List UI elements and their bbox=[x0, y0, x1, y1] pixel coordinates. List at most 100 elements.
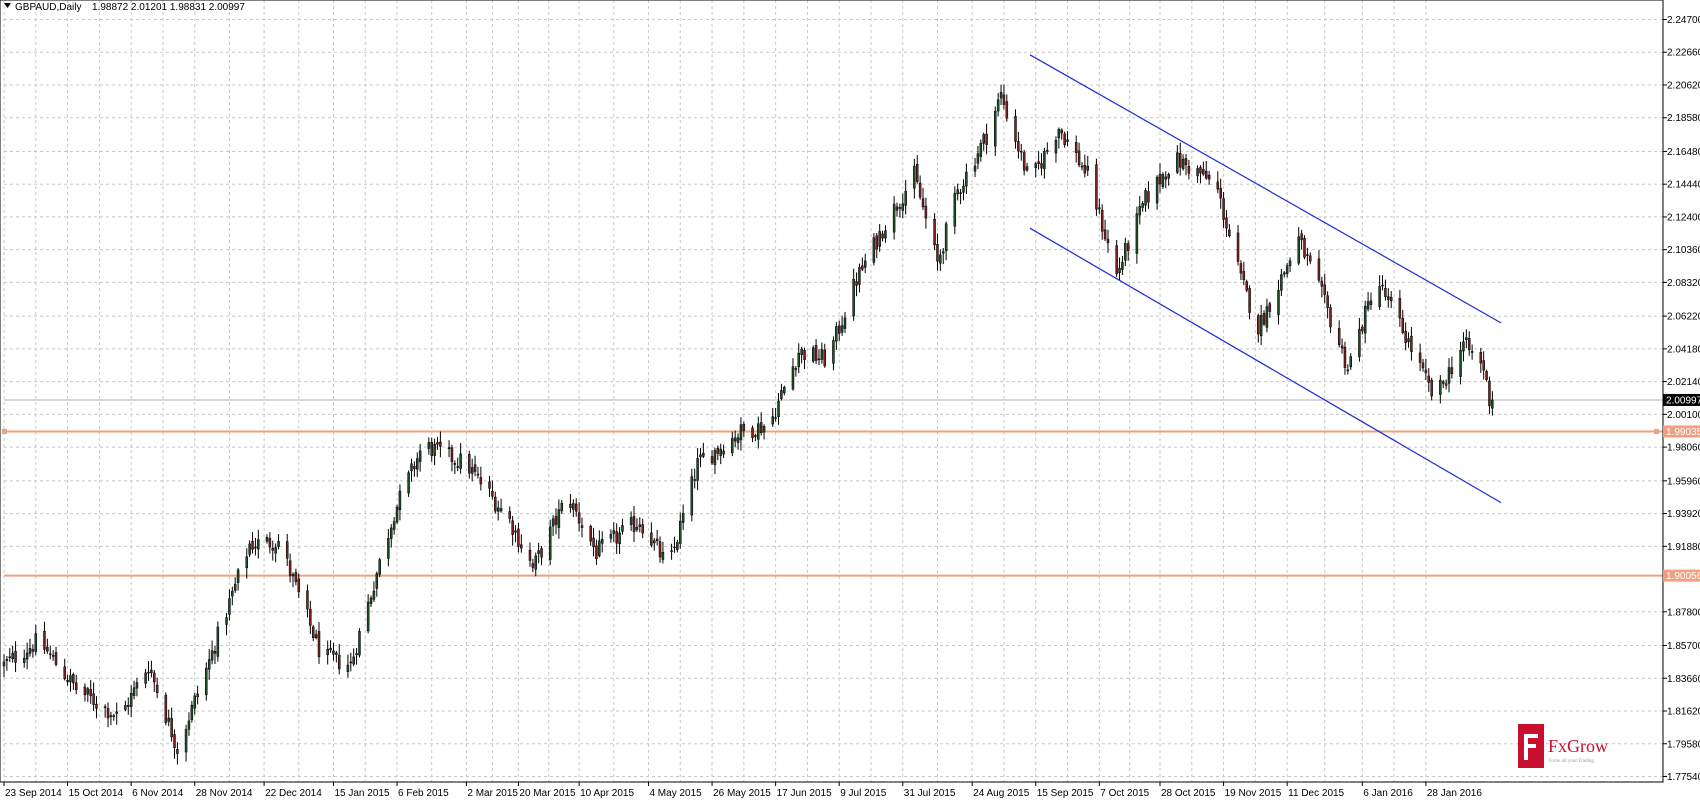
x-tick-label: 31 Jul 2015 bbox=[904, 788, 956, 799]
candle bbox=[898, 203, 902, 218]
candle bbox=[1482, 351, 1485, 380]
candle bbox=[144, 668, 147, 689]
candle bbox=[1265, 298, 1269, 333]
candle bbox=[479, 466, 483, 491]
candle bbox=[1121, 255, 1124, 275]
candle bbox=[551, 515, 555, 536]
candle bbox=[311, 624, 315, 641]
candle bbox=[557, 499, 561, 539]
candle bbox=[915, 155, 919, 184]
candle bbox=[1083, 154, 1087, 178]
candle bbox=[1095, 158, 1098, 216]
candle bbox=[297, 573, 301, 598]
candle bbox=[777, 392, 780, 425]
candle bbox=[1317, 250, 1321, 283]
candle bbox=[901, 193, 905, 219]
candle bbox=[1467, 331, 1471, 356]
candle bbox=[612, 522, 616, 543]
candle bbox=[1401, 309, 1405, 335]
candle bbox=[517, 523, 520, 553]
candle bbox=[999, 84, 1003, 106]
candle bbox=[1280, 268, 1283, 297]
candle bbox=[537, 542, 540, 564]
candle bbox=[1204, 160, 1208, 180]
candle bbox=[528, 542, 532, 567]
x-tick-label: 28 Oct 2015 bbox=[1161, 788, 1216, 799]
candle bbox=[638, 517, 642, 533]
candle bbox=[595, 539, 598, 565]
candle bbox=[1022, 149, 1026, 176]
candle bbox=[1441, 379, 1445, 389]
candle bbox=[153, 670, 156, 693]
price-badge bbox=[1663, 425, 1700, 438]
candle bbox=[731, 431, 734, 457]
candle bbox=[184, 724, 188, 762]
candle bbox=[1202, 161, 1205, 176]
candle bbox=[1248, 285, 1251, 320]
candle bbox=[1118, 257, 1121, 280]
candle bbox=[1106, 229, 1110, 253]
candle bbox=[1158, 163, 1162, 193]
candle bbox=[187, 712, 191, 736]
candle bbox=[1074, 135, 1078, 163]
candle bbox=[439, 431, 442, 458]
candle bbox=[51, 650, 55, 661]
candle bbox=[653, 538, 656, 551]
x-tick-label: 6 Jan 2016 bbox=[1363, 788, 1413, 799]
level-handle[interactable] bbox=[2, 428, 7, 434]
candle bbox=[413, 461, 416, 477]
symbol-label: GBPAUD,Daily bbox=[15, 2, 82, 13]
channel-lower-line[interactable] bbox=[1029, 227, 1502, 504]
candle bbox=[881, 230, 884, 242]
candle bbox=[736, 433, 740, 450]
trend-channel[interactable] bbox=[1029, 54, 1502, 504]
candle bbox=[271, 540, 275, 561]
candle bbox=[14, 641, 17, 673]
y-tick-label: 2.22660 bbox=[1667, 48, 1700, 59]
dropdown-triangle-icon[interactable] bbox=[4, 3, 11, 8]
candle bbox=[257, 529, 260, 559]
candle bbox=[939, 249, 942, 271]
y-tick-label: 2.20620 bbox=[1667, 80, 1700, 91]
level-handle[interactable] bbox=[1654, 428, 1659, 434]
candle bbox=[1470, 344, 1474, 360]
x-tick-label: 2 Mar 2015 bbox=[467, 788, 518, 799]
candle bbox=[944, 221, 948, 261]
candle bbox=[109, 711, 113, 726]
logo-name: FxGrow bbox=[1548, 736, 1608, 756]
price-badge-label: 1.90056 bbox=[1666, 571, 1700, 582]
candle bbox=[1349, 353, 1352, 370]
candle bbox=[609, 529, 613, 543]
candle bbox=[962, 179, 965, 201]
candle bbox=[1358, 318, 1361, 362]
candle bbox=[569, 493, 572, 513]
candle bbox=[1184, 154, 1188, 176]
candle bbox=[965, 163, 968, 195]
candle bbox=[476, 466, 480, 479]
candle bbox=[762, 424, 766, 440]
candle bbox=[832, 336, 835, 371]
candle bbox=[531, 558, 535, 573]
candle bbox=[520, 534, 523, 553]
candle bbox=[1037, 151, 1040, 170]
candle bbox=[251, 531, 254, 554]
candle bbox=[835, 322, 838, 350]
candle bbox=[1491, 391, 1494, 416]
candle bbox=[1002, 84, 1006, 110]
y-tick-label: 2.06220 bbox=[1667, 312, 1700, 323]
candle bbox=[852, 268, 855, 321]
channel-upper-line[interactable] bbox=[1029, 54, 1502, 324]
horizontal-levels[interactable] bbox=[2, 428, 1663, 577]
candle bbox=[1447, 358, 1451, 393]
candle bbox=[936, 233, 939, 271]
candle bbox=[1346, 364, 1350, 375]
candle bbox=[858, 263, 861, 293]
candle bbox=[918, 175, 922, 200]
candle bbox=[1164, 171, 1168, 189]
candle bbox=[1300, 229, 1303, 250]
x-tick-label: 15 Jan 2015 bbox=[334, 788, 389, 799]
candle bbox=[147, 661, 150, 681]
y-tick-label: 2.04180 bbox=[1667, 344, 1700, 355]
candle bbox=[43, 621, 46, 654]
